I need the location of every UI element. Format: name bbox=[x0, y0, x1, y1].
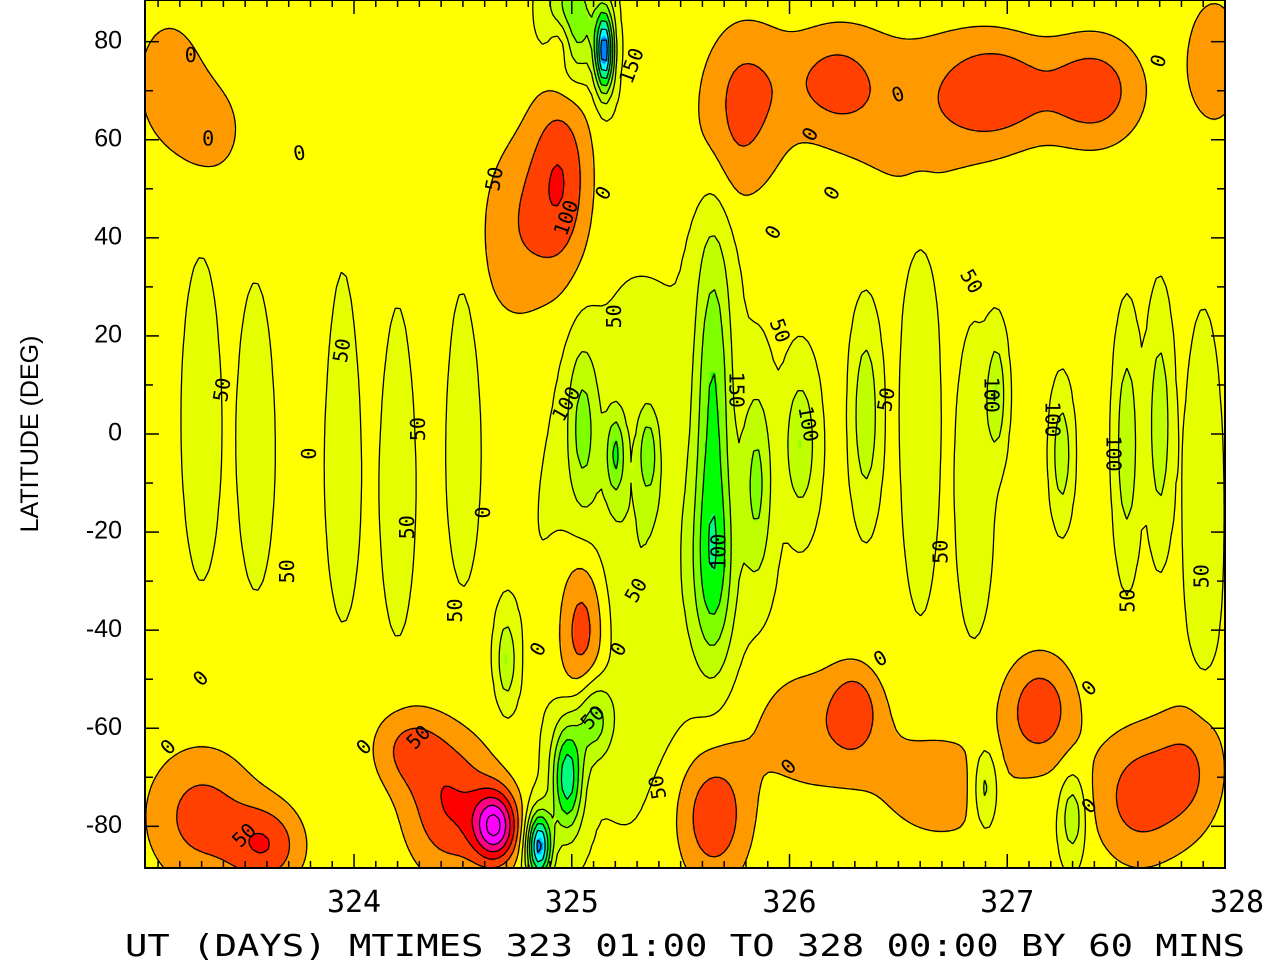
contour-label: 100 bbox=[706, 534, 730, 570]
contour-line-positive bbox=[180, 0, 1225, 868]
contour-label: 50 bbox=[643, 773, 671, 801]
contour-label: 50 bbox=[406, 417, 430, 441]
contour-line-positive bbox=[145, 2, 1225, 868]
contour-label: 0 bbox=[291, 140, 307, 166]
contour-label: 50 bbox=[928, 540, 952, 564]
y-tick-label: 40 bbox=[94, 222, 122, 250]
contour-label: 50 bbox=[208, 376, 236, 404]
contour-line-positive bbox=[248, 164, 565, 860]
contour-label: 0 bbox=[471, 506, 495, 518]
y-tick-label: -40 bbox=[86, 615, 122, 643]
contour-label: 100 bbox=[1040, 401, 1064, 437]
contour-label: 50 bbox=[1116, 589, 1140, 613]
contour-line-positive bbox=[485, 813, 501, 837]
contour-line-positive bbox=[176, 53, 1201, 868]
contour-label: 50 bbox=[443, 598, 467, 622]
contour-label: 50 bbox=[395, 515, 419, 539]
contour-line-negative bbox=[526, 0, 996, 868]
x-tick-label: 325 bbox=[545, 885, 599, 920]
y-tick-label: 60 bbox=[94, 124, 122, 152]
x-axis-label: UT (DAYS) MTIMES 323 01:00 TO 328 00:00 … bbox=[125, 929, 1245, 964]
y-tick-label: 20 bbox=[94, 321, 122, 349]
x-tick-label: 327 bbox=[980, 885, 1034, 920]
x-axis: 324 325 326 327 328 bbox=[157, 0, 1264, 920]
x-tick-label: 324 bbox=[327, 885, 381, 920]
contour-label: 50 bbox=[275, 559, 299, 583]
y-tick-label: -80 bbox=[86, 811, 122, 839]
contour-line-negative bbox=[528, 11, 726, 868]
contour-label: 50 bbox=[480, 165, 508, 193]
contour-line-negative bbox=[536, 39, 608, 853]
contour-label: 100 bbox=[979, 377, 1003, 413]
contour-label: 0 bbox=[185, 43, 197, 67]
y-tick-label: 0 bbox=[108, 419, 122, 447]
y-tick-label: -60 bbox=[86, 713, 122, 741]
contour-label: 0 bbox=[297, 448, 321, 460]
contour-label: 50 bbox=[602, 304, 626, 328]
x-tick-label: 328 bbox=[1210, 885, 1264, 920]
contour-label: 150 bbox=[725, 372, 749, 408]
contour-line-positive bbox=[471, 796, 511, 853]
contour-line-positive bbox=[478, 804, 507, 846]
contour-label: 50 bbox=[872, 385, 900, 413]
contour-label: 50 bbox=[1190, 564, 1214, 588]
contour-line-negative bbox=[533, 28, 610, 863]
y-tick-label: -20 bbox=[86, 517, 122, 545]
contour-line-negative bbox=[530, 19, 717, 868]
contour-lines bbox=[145, 0, 1225, 868]
y-axis: 80 60 40 20 0 -20 -40 -60 -80 bbox=[86, 26, 1225, 839]
y-axis-label: LATITUDE (DEG) bbox=[16, 336, 44, 533]
y-tick-label: 80 bbox=[94, 26, 122, 54]
contour-label: 50 bbox=[328, 336, 356, 364]
x-tick-label: 326 bbox=[762, 885, 816, 920]
contour-label: 100 bbox=[1101, 436, 1125, 472]
contour-label: 0 bbox=[202, 126, 214, 150]
